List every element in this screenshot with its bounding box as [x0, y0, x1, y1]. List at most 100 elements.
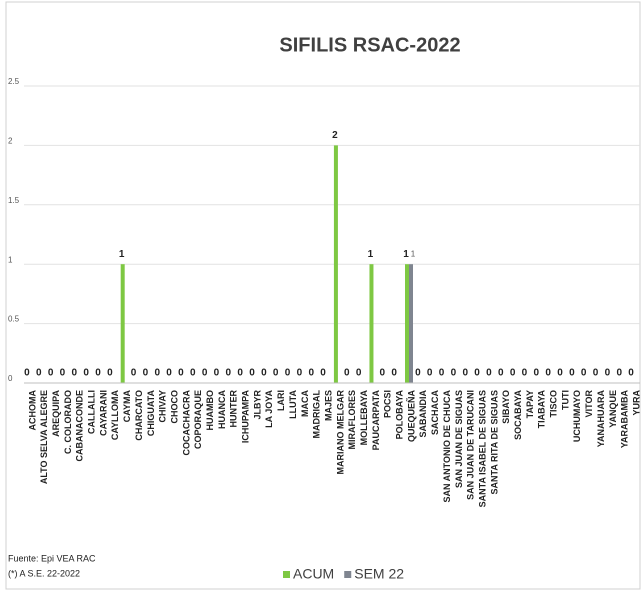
x-tick-label: CALLALLI: [87, 390, 97, 434]
data-label: 0: [593, 368, 599, 379]
y-tick-label: 2.5: [8, 77, 20, 86]
data-label: 0: [226, 368, 232, 379]
data-label: 0: [202, 368, 208, 379]
x-tick-label: TUTI: [560, 390, 570, 410]
x-tick-label: LARI: [276, 390, 286, 411]
x-tick-label: MADRIGAL: [312, 390, 322, 439]
x-tick-label: MAJES: [323, 390, 333, 421]
x-tick-label: SABANDIA: [418, 390, 428, 438]
data-label: 0: [36, 368, 42, 379]
data-label: 0: [273, 368, 279, 379]
data-label: 0: [214, 368, 220, 379]
x-tick-label: CAYMA: [122, 390, 132, 423]
x-tick-label: HUNTER: [229, 390, 239, 428]
x-tick-label: SACHACA: [430, 389, 440, 435]
data-label: 0: [522, 368, 528, 379]
data-label: 0: [190, 368, 196, 379]
x-tick-label: LA JOYA: [264, 390, 274, 428]
data-label: 0: [320, 368, 326, 379]
x-tick-label: YURA: [631, 390, 641, 416]
x-tick-label: VITOR: [584, 390, 594, 418]
data-label: 0: [415, 368, 421, 379]
data-label: 0: [107, 368, 113, 379]
data-label: 0: [83, 368, 89, 379]
x-tick-label: CHOCO: [169, 390, 179, 424]
source-note: Fuente: Epi VEA RAC: [8, 553, 96, 563]
data-label: 0: [48, 368, 54, 379]
data-label: 0: [308, 368, 314, 379]
data-label: 0: [581, 368, 587, 379]
x-tick-label: TIABAYA: [537, 390, 547, 429]
data-label: 0: [439, 368, 445, 379]
data-label: 0: [178, 368, 184, 379]
x-tick-label: POCSI: [383, 390, 393, 418]
x-tick-label: CHIVAY: [158, 390, 168, 423]
x-tick-label: CHARCATO: [134, 390, 144, 441]
bar: [409, 264, 413, 383]
x-tick-label: SANTA RITA DE SIGUAS: [489, 390, 499, 495]
data-label: 0: [95, 368, 101, 379]
x-tick-label: SAN JUAN DE TARUCANI: [466, 390, 476, 500]
y-tick-label: 0.5: [8, 315, 20, 324]
legend-swatch: [344, 571, 352, 578]
x-tick-label: UCHUMAYO: [572, 390, 582, 442]
data-label: 0: [557, 368, 563, 379]
x-tick-label: COPORAQUE: [193, 390, 203, 449]
y-tick-label: 0: [8, 374, 13, 383]
x-tick-label: CAYARANI: [98, 390, 108, 436]
x-tick-label: TAPAY: [525, 390, 535, 418]
x-tick-label: SANTA ISABEL DE SIGUAS: [477, 390, 487, 507]
x-tick-label: TISCO: [549, 390, 559, 418]
data-label: 0: [24, 368, 30, 379]
y-tick-label: 1: [8, 255, 13, 264]
x-tick-label: MOLLEBAYA: [359, 390, 369, 446]
data-label: 0: [534, 368, 540, 379]
data-label: 0: [605, 368, 611, 379]
x-tick-label: YANQUE: [608, 390, 618, 428]
data-label: 0: [474, 368, 480, 379]
footnote: (*) A S.E. 22-2022: [8, 568, 80, 578]
chart-title: SIFILIS RSAC-2022: [279, 34, 460, 56]
chart-frame: [5, 1, 641, 590]
x-tick-label: PAUCARPATA: [371, 389, 381, 450]
x-tick-label: CABANACONDE: [75, 390, 85, 462]
data-label: 0: [498, 368, 504, 379]
x-tick-label: YANAHUARA: [596, 390, 606, 448]
data-label: 0: [261, 368, 267, 379]
bar: [333, 145, 338, 383]
bar: [369, 264, 374, 383]
x-tick-label: MIRAFLORES: [347, 390, 357, 450]
bar: [120, 264, 125, 383]
data-label: 0: [427, 368, 433, 379]
legend-label: ACUM: [293, 566, 334, 582]
bar: [405, 264, 409, 383]
x-tick-label: ICHUPAMPA: [241, 390, 251, 444]
data-label: 0: [451, 368, 457, 379]
y-tick-label: 2: [8, 137, 13, 146]
data-label: 0: [391, 368, 397, 379]
data-label: 0: [60, 368, 66, 379]
x-tick-label: MACA: [300, 390, 310, 417]
x-tick-label: SOCABAYA: [513, 390, 523, 440]
x-tick-label: QUEQUEÑA: [406, 390, 416, 443]
data-label: 0: [166, 368, 172, 379]
data-label: 0: [510, 368, 516, 379]
data-label: 0: [344, 368, 350, 379]
y-tick-label: 1.5: [8, 196, 20, 205]
x-tick-label: CAYLLOMA: [110, 390, 120, 441]
data-label: 0: [297, 368, 303, 379]
x-tick-label: ALTO SELVA ALEGRE: [39, 390, 49, 484]
data-label: 0: [143, 368, 149, 379]
data-label: 0: [154, 368, 160, 379]
x-tick-label: SIBAYO: [501, 390, 511, 424]
data-label: 0: [356, 368, 362, 379]
data-label: 1: [368, 249, 374, 260]
x-tick-label: SAN ANTONIO DE CHUCA: [442, 390, 452, 503]
x-tick-label: C. COLORADO: [63, 390, 73, 454]
x-tick-label: HUAMBO: [205, 390, 215, 431]
x-tick-label: MARIANO MELGAR: [335, 390, 345, 475]
legend-label: SEM 22: [354, 566, 404, 582]
data-label: 0: [249, 368, 255, 379]
data-label: 0: [72, 368, 78, 379]
data-label: 0: [462, 368, 468, 379]
